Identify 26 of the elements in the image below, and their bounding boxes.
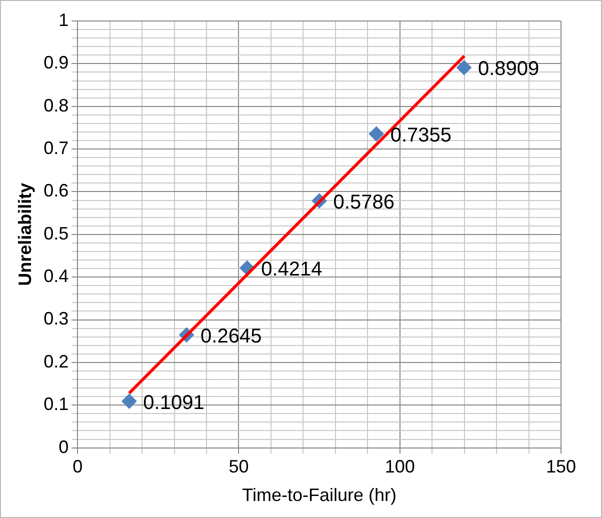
data-label: 0.1091: [143, 392, 204, 414]
point: [368, 126, 384, 142]
data-label: 0.7355: [390, 124, 452, 146]
data-label: 0.4214: [261, 258, 322, 280]
y-tick-label: 1: [58, 10, 69, 30]
y-tick-label: 0.8: [44, 95, 69, 116]
y-tick-label: 0.2: [44, 351, 69, 372]
y-tick-label: 0.9: [44, 52, 69, 73]
y-tick-label: 0.7: [44, 138, 69, 158]
point: [122, 394, 137, 409]
x-tick-label: 150: [546, 456, 576, 477]
y-tick-label: 0.3: [44, 308, 69, 329]
y-tick-label: 0.4: [44, 266, 69, 286]
point: [456, 60, 472, 76]
y-tick-label: 0.1: [44, 394, 69, 414]
data-label: 0.2645: [200, 325, 262, 348]
y-axis-title: Unreliability: [14, 182, 35, 286]
x-tick-label: 0: [72, 456, 83, 477]
y-tick-label: 0.6: [44, 180, 69, 201]
data-label: 0.8909: [478, 58, 540, 80]
data-label: 0.5786: [333, 191, 394, 214]
x-tick-label: 100: [384, 456, 415, 477]
x-axis-title: Time-to-Failure (hr): [242, 485, 396, 506]
y-tick-label: 0.5: [44, 223, 69, 244]
y-tick-label: 0: [58, 436, 69, 457]
x-tick-label: 50: [228, 456, 249, 477]
